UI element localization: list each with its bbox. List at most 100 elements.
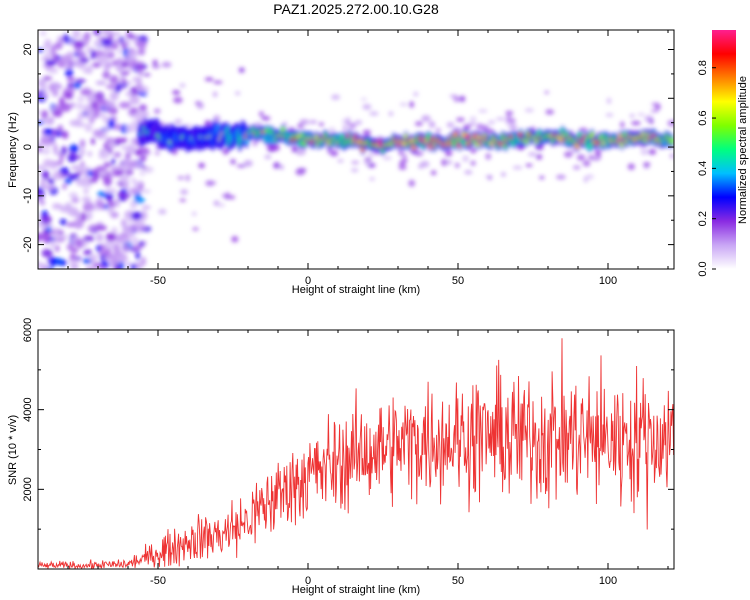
noise-blob (48, 256, 57, 267)
noise-blob (111, 252, 119, 261)
faint-blob (264, 154, 272, 160)
faint-blob (500, 172, 506, 177)
faint-blob (544, 90, 549, 94)
faint-blob (388, 111, 394, 116)
y-tick-label: -20 (22, 237, 34, 253)
noise-blob (66, 222, 75, 227)
faint-blob (585, 174, 594, 180)
x-tick-label: 0 (305, 575, 311, 587)
noise-blob (103, 102, 109, 112)
noise-blob (75, 211, 80, 220)
noise-blob (103, 162, 112, 168)
faint-blob (527, 152, 537, 157)
band-core (669, 137, 674, 145)
noise-blob (105, 247, 112, 254)
faint-blob (408, 179, 416, 187)
faint-blob (512, 165, 523, 170)
faint-blob (495, 117, 506, 121)
faint-blob (369, 177, 375, 181)
faint-blob (466, 122, 477, 126)
noise-blob (120, 71, 129, 76)
noise-blob (129, 166, 134, 171)
colorbar-ticks: 0.0 0.2 0.4 0.6 0.8 (697, 60, 716, 277)
snr-panel: -50 0 50 100 2000 4000 6000 Height of straight… (7, 318, 675, 596)
noise-blob (41, 148, 51, 155)
noise-blob (82, 258, 93, 264)
faint-blob (627, 163, 635, 170)
noise-blob (126, 232, 135, 238)
noise-blob (65, 67, 74, 78)
noise-blob (100, 265, 107, 269)
faint-blob (487, 175, 492, 180)
noise-blob (84, 123, 93, 133)
noise-blob (44, 38, 52, 49)
faint-blob (130, 137, 137, 145)
faint-blob (605, 113, 614, 117)
noise-blob (49, 177, 55, 185)
noise-blob (80, 88, 92, 96)
faint-blob (143, 73, 151, 77)
faint-blob (139, 169, 146, 177)
spectrogram-ticks: -50 0 50 100 -20 -10 0 10 20 (22, 30, 674, 287)
faint-blob (435, 128, 441, 133)
spectrogram-panel: -50 0 50 100 -20 -10 0 10 20 Height of straight … (7, 29, 675, 296)
faint-blob (295, 169, 306, 176)
noise-blob (51, 171, 62, 181)
noise-blob (76, 102, 84, 110)
noise-blob (92, 170, 100, 181)
noise-blob (127, 34, 136, 39)
faint-blob (154, 151, 160, 156)
noise-blob (83, 201, 95, 212)
faint-blob (222, 148, 229, 155)
noise-blob (58, 160, 63, 165)
noise-blob (49, 106, 57, 112)
noise-blob (134, 219, 145, 228)
faint-blob (337, 159, 344, 163)
noise-blob (53, 229, 60, 240)
faint-blob (470, 148, 477, 154)
noise-blob (64, 92, 74, 100)
faint-blob (360, 97, 367, 101)
faint-blob (279, 164, 284, 170)
faint-blob (330, 150, 339, 157)
noise-blob (40, 93, 50, 98)
noise-blob (43, 76, 50, 81)
noise-blob (59, 96, 65, 106)
faint-blob (650, 109, 659, 113)
figure-title: PAZ1.2025.272.00.10.G28 (273, 1, 439, 17)
faint-blob (309, 120, 317, 124)
faint-blob (463, 124, 472, 130)
faint-blob (152, 59, 158, 66)
faint-blob (669, 153, 674, 159)
noise-blob (138, 240, 145, 247)
noise-blob (95, 233, 104, 243)
faint-blob (344, 117, 352, 123)
faint-blob (456, 117, 465, 122)
colorbar-tick-label: 0.0 (697, 261, 709, 276)
noise-blob (103, 176, 112, 187)
noise-blob (131, 177, 136, 183)
noise-blob (120, 144, 126, 150)
faint-blob (235, 91, 241, 96)
noise-blob (95, 225, 108, 231)
faint-blob (545, 109, 555, 115)
faint-blob (449, 94, 459, 98)
noise-blob (57, 124, 64, 133)
faint-blob (243, 160, 253, 167)
noise-blob (79, 148, 86, 156)
noise-blob (113, 137, 126, 144)
noise-blob (75, 78, 86, 84)
noise-blob (74, 122, 86, 128)
faint-blob (350, 168, 359, 173)
noise-blob (107, 200, 116, 208)
noise-blob (113, 264, 121, 269)
noise-blob (80, 161, 85, 167)
noise-blob (61, 146, 67, 156)
noise-blob (89, 254, 99, 259)
noise-blob (121, 175, 128, 186)
faint-blob (153, 108, 161, 114)
noise-blob (140, 225, 147, 231)
faint-blob (539, 176, 545, 180)
noise-blob (90, 137, 96, 145)
